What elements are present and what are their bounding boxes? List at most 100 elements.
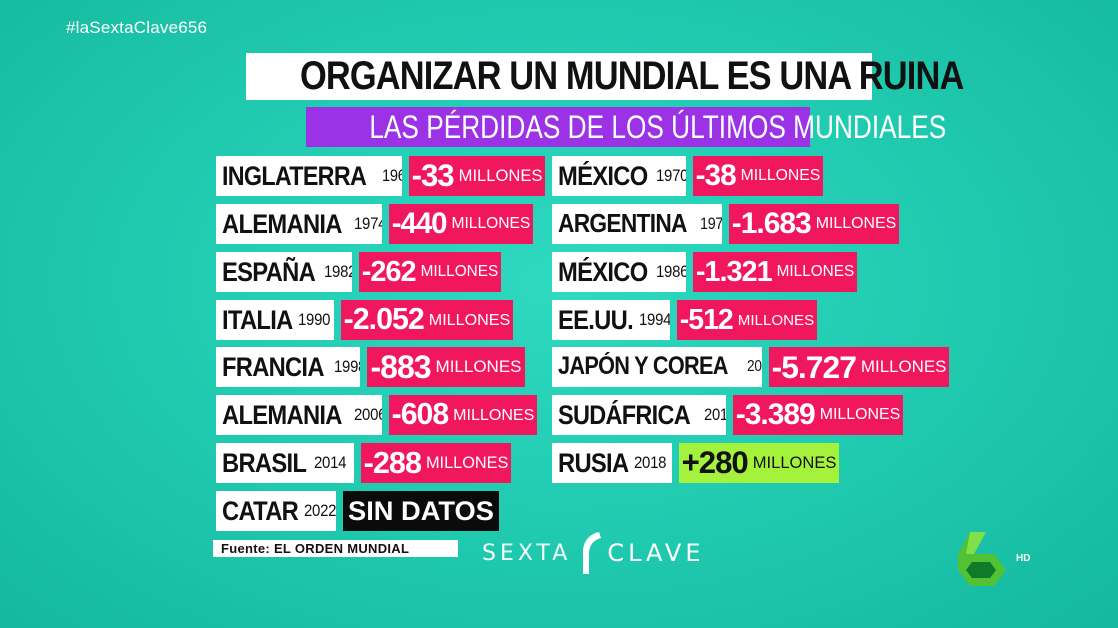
result-amount: SIN DATOS <box>348 495 494 526</box>
result-amount: -608 <box>391 398 450 431</box>
result-amount: +280 <box>681 445 749 480</box>
world-cup-row-right: MÉXICO 1970 -38 MILLONES <box>552 156 823 196</box>
title-text: ORGANIZAR UN MUNDIAL ES UNA RUINA <box>300 54 964 98</box>
country-label: ITALIA 1990 <box>216 300 334 340</box>
result-unit: MILLONES <box>737 311 815 329</box>
program-logo-mark-icon <box>583 532 602 574</box>
world-cup-year: 1966 <box>381 166 402 185</box>
country-label: ARGENTINA 1978 <box>552 204 722 244</box>
world-cup-year: 1982 <box>323 262 352 281</box>
country-name: ESPAÑA <box>222 256 316 287</box>
country-name: MÉXICO <box>558 160 648 191</box>
world-cup-row-right: RUSIA 2018 +280 MILLONES <box>552 443 839 483</box>
country-name: ARGENTINA <box>558 209 687 238</box>
result-badge: -262 MILLONES <box>359 252 501 292</box>
world-cup-row-right: EE.UU. 1994 -512 MILLONES <box>552 300 817 340</box>
country-label: ALEMANIA 1974 <box>216 204 382 244</box>
hashtag: #laSextaClave656 <box>66 18 208 37</box>
result-unit: MILLONES <box>819 406 901 423</box>
country-label: RUSIA 2018 <box>552 443 672 483</box>
country-name: JAPÓN Y COREA <box>558 353 728 380</box>
country-label: ESPAÑA 1982 <box>216 252 352 292</box>
result-unit: MILLONES <box>420 263 499 280</box>
result-unit: MILLONES <box>428 310 511 329</box>
no-data-badge: SIN DATOS <box>343 491 499 531</box>
country-name: ALEMANIA <box>222 208 342 239</box>
country-label: BRASIL 2014 <box>216 443 354 483</box>
country-name: MÉXICO <box>558 256 648 287</box>
country-name: ITALIA <box>222 304 293 335</box>
result-unit: MILLONES <box>776 263 855 280</box>
result-unit: MILLONES <box>426 453 509 472</box>
country-name: FRANCIA <box>222 351 324 382</box>
result-badge: -2.052 MILLONES <box>341 300 513 340</box>
world-cup-year: 1970 <box>655 166 686 185</box>
result-unit: MILLONES <box>860 357 947 376</box>
result-badge: -3.389 MILLONES <box>733 395 903 435</box>
world-cup-row-left: ITALIA 1990 -2.052 MILLONES <box>216 300 513 340</box>
program-logo: SEXTA CLAVE <box>482 528 705 578</box>
world-cup-row-left: BRASIL 2014 -288 MILLONES <box>216 443 511 483</box>
source-note: Fuente: EL ORDEN MUNDIAL <box>213 540 458 557</box>
country-name: SUDÁFRICA <box>558 399 691 430</box>
result-badge: -5.727 MILLONES <box>769 347 949 387</box>
result-badge: -288 MILLONES <box>361 443 511 483</box>
result-unit: MILLONES <box>752 453 837 472</box>
result-badge: -883 MILLONES <box>367 347 525 387</box>
world-cup-year: 2002 <box>746 358 762 375</box>
country-name: ALEMANIA <box>222 399 342 430</box>
result-amount: -288 <box>363 445 422 480</box>
world-cup-year: 2014 <box>313 453 346 472</box>
subtitle-text: LAS PÉRDIDAS DE LOS ÚLTIMOS MUNDIALES <box>369 109 947 145</box>
country-name: BRASIL <box>222 447 307 478</box>
world-cup-year: 1990 <box>298 310 331 329</box>
country-name: RUSIA <box>558 447 629 478</box>
result-unit: MILLONES <box>740 167 821 184</box>
lasexta-channel-logo-icon <box>958 532 1006 586</box>
country-label: INGLATERRA 1966 <box>216 156 402 196</box>
result-unit: MILLONES <box>451 215 531 232</box>
result-amount: -3.389 <box>735 398 816 431</box>
result-amount: -883 <box>370 348 431 385</box>
result-unit: MILLONES <box>815 215 897 232</box>
world-cup-year: 2018 <box>634 453 667 472</box>
result-badge: -38 MILLONES <box>693 156 823 196</box>
result-amount: -2.052 <box>343 303 425 336</box>
hd-badge: HD <box>1016 553 1031 564</box>
program-logo-clave: CLAVE <box>607 539 705 567</box>
world-cup-row-right: MÉXICO 1986 -1.321 MILLONES <box>552 252 857 292</box>
result-amount: -1.321 <box>695 255 773 288</box>
result-amount: -440 <box>391 207 448 240</box>
country-label: MÉXICO 1986 <box>552 252 686 292</box>
result-badge: -1.683 MILLONES <box>729 204 899 244</box>
title-banner: ORGANIZAR UN MUNDIAL ES UNA RUINA <box>246 53 964 100</box>
result-amount: -5.727 <box>771 348 857 385</box>
result-unit: MILLONES <box>453 405 535 424</box>
country-label: SUDÁFRICA 2010 <box>552 395 726 435</box>
country-name: CATAR <box>222 495 299 526</box>
result-unit: MILLONES <box>458 166 543 185</box>
program-logo-sexta: SEXTA <box>482 540 572 566</box>
country-name: INGLATERRA <box>222 160 367 191</box>
result-badge: -608 MILLONES <box>389 395 537 435</box>
country-label: JAPÓN Y COREA 2002 <box>552 347 762 387</box>
country-label: FRANCIA 1998 <box>216 347 360 387</box>
country-name: EE.UU. <box>558 304 634 335</box>
result-badge: -1.321 MILLONES <box>693 252 857 292</box>
result-badge: -440 MILLONES <box>389 204 533 244</box>
result-amount: -1.683 <box>731 207 812 240</box>
country-label: MÉXICO 1970 <box>552 156 686 196</box>
result-unit: MILLONES <box>435 357 522 376</box>
world-cup-year: 1994 <box>639 310 670 329</box>
result-badge: -512 MILLONES <box>677 300 817 340</box>
result-amount: -512 <box>679 303 734 336</box>
world-cup-year: 2006 <box>354 405 382 424</box>
